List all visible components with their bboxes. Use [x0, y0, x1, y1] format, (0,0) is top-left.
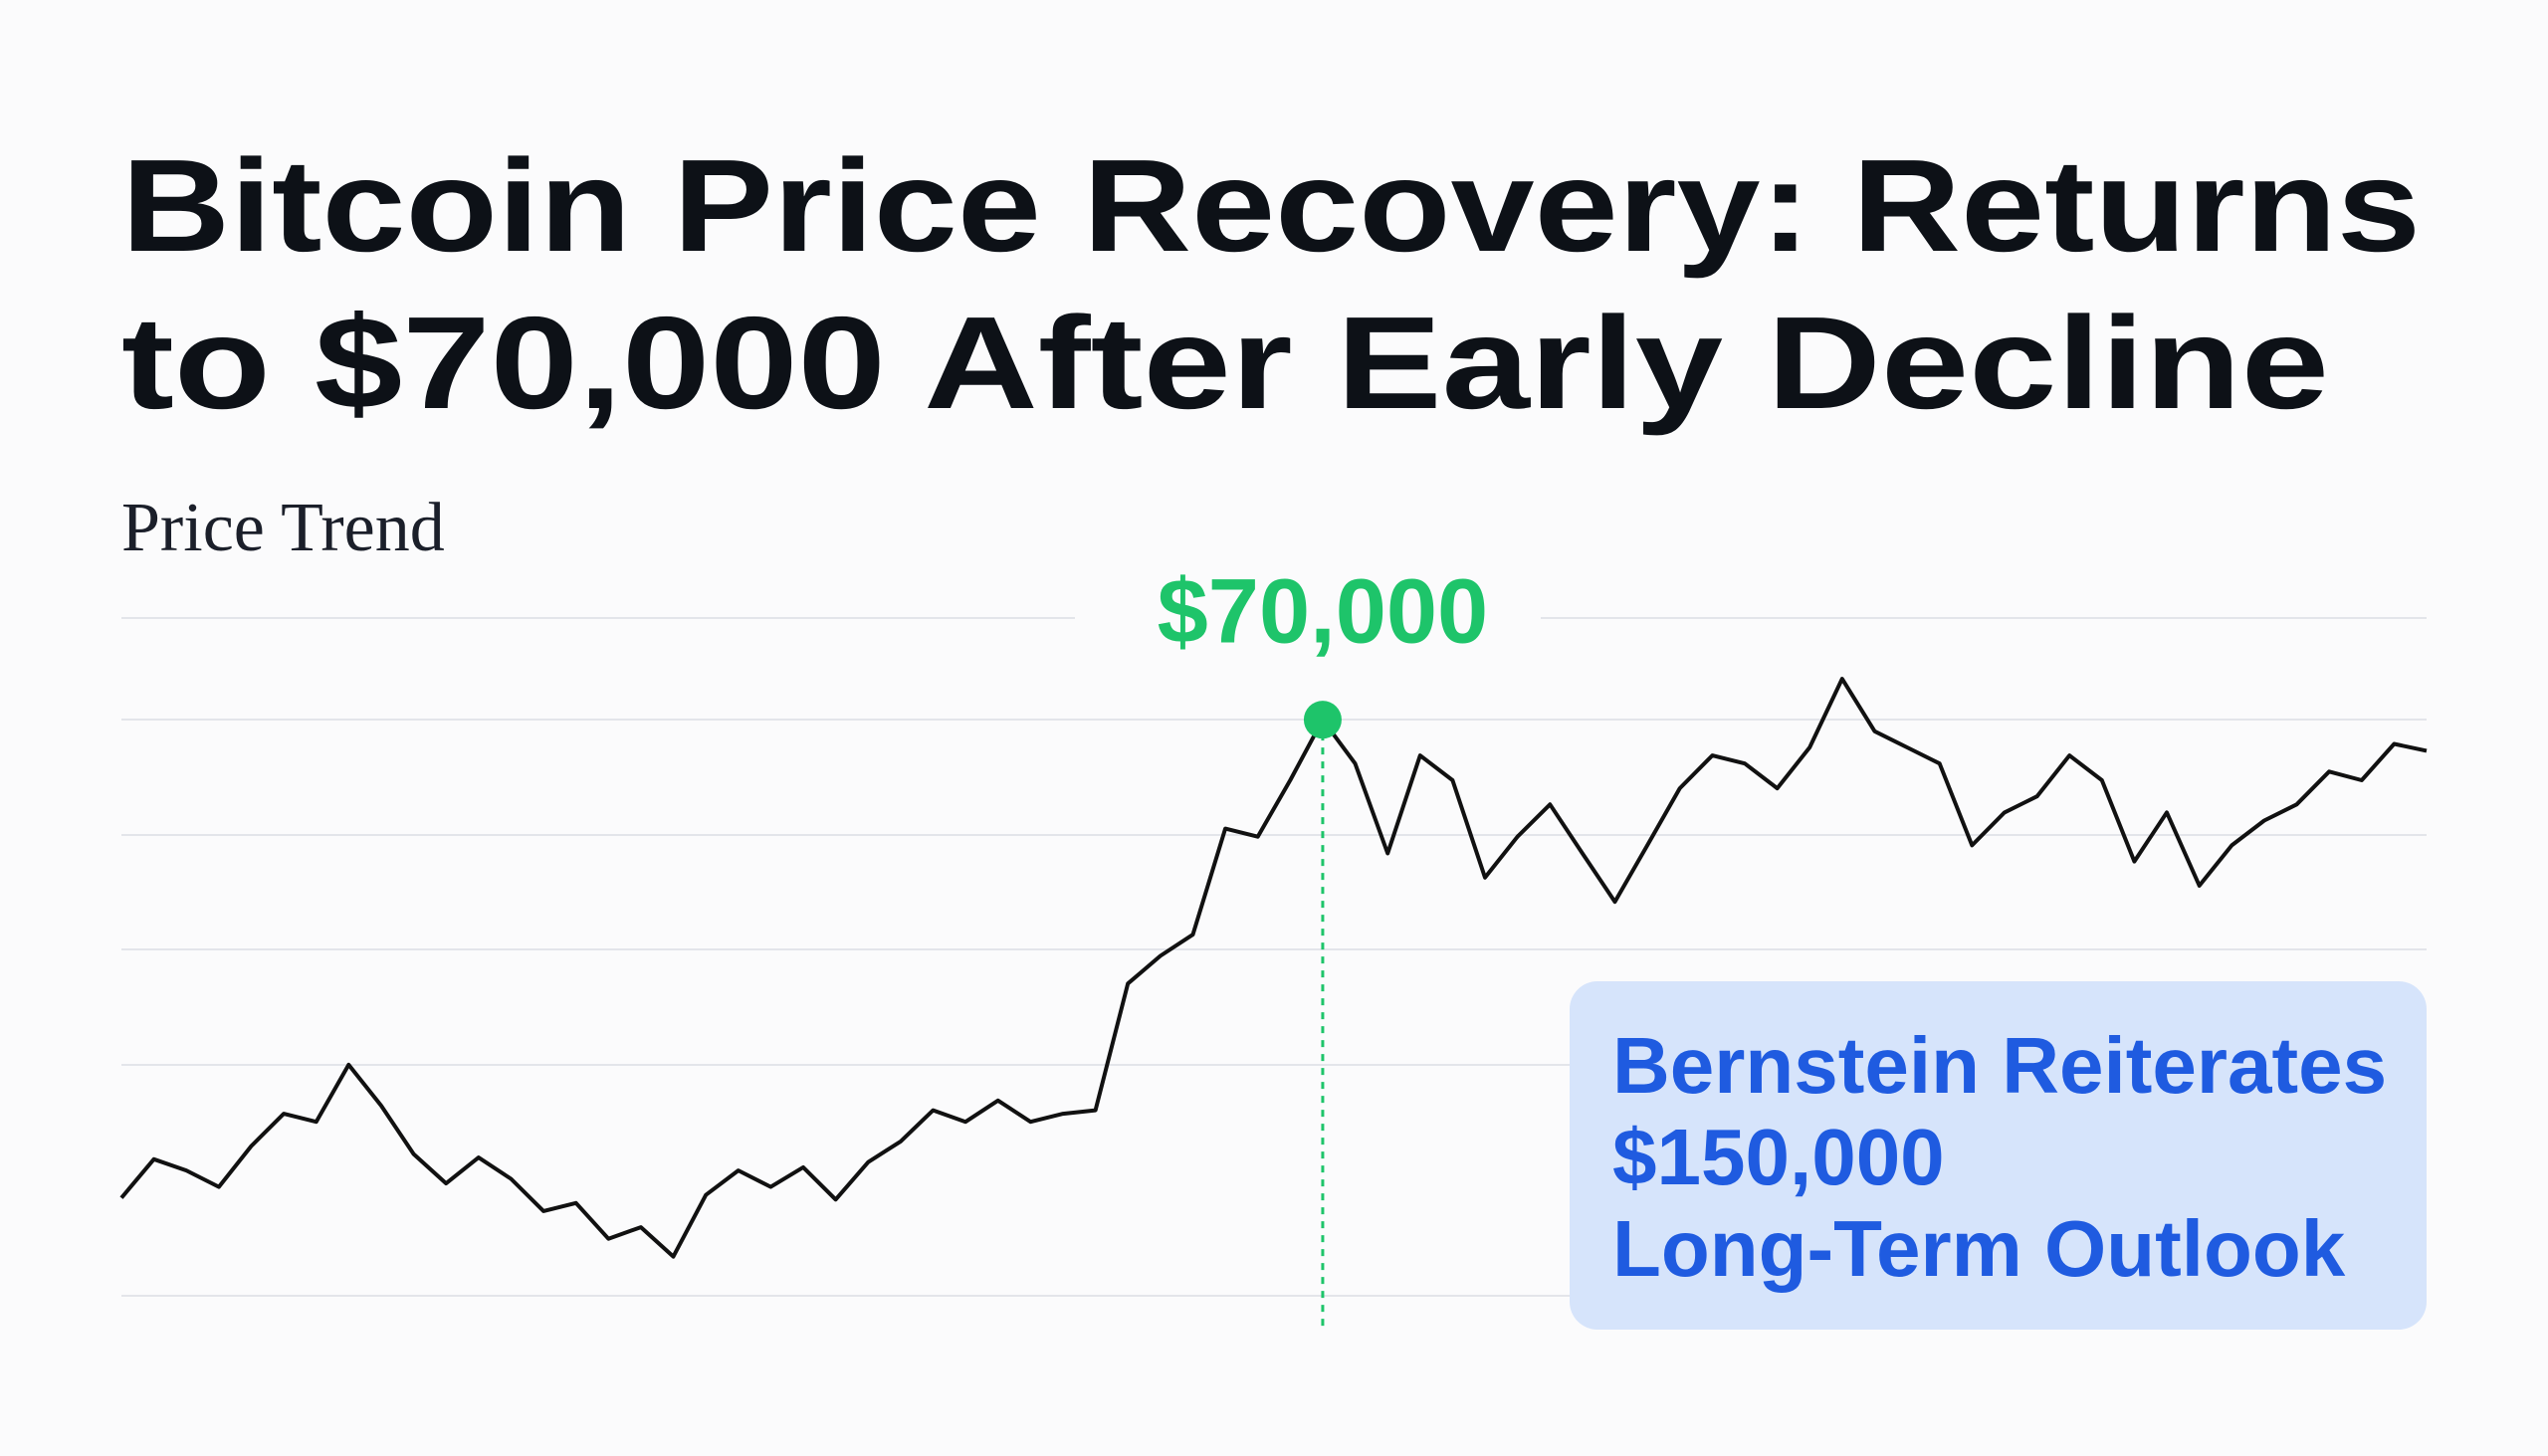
- callout-box: [1570, 981, 2427, 1330]
- callout-line: Bernstein Reiterates: [1612, 1021, 2387, 1110]
- subtitle: Price Trend: [121, 490, 445, 566]
- callout-line: Long-Term Outlook: [1612, 1204, 2346, 1293]
- grid: [121, 617, 2427, 1297]
- peak-marker: [1303, 701, 1342, 739]
- title-line: to $70,000 After Early Decline: [121, 290, 2329, 436]
- callout-line: $150,000: [1612, 1113, 1945, 1201]
- title-line: Bitcoin Price Recovery: Returns: [121, 132, 2421, 279]
- peak-label: $70,000: [1158, 560, 1489, 662]
- price-line: [119, 677, 2428, 1259]
